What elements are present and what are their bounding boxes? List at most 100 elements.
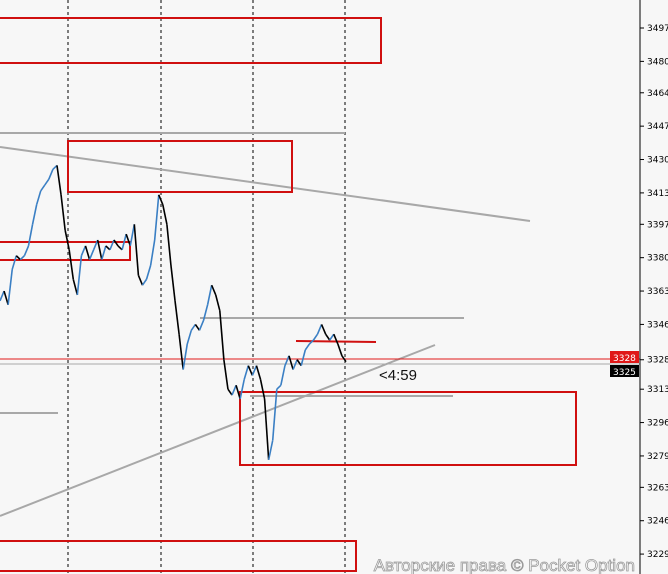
demand-zone[interactable] bbox=[0, 540, 357, 572]
y-tick-label: 3246 bbox=[647, 517, 668, 527]
price-segment bbox=[170, 265, 176, 301]
price-segment bbox=[7, 269, 14, 305]
time-separators bbox=[67, 0, 346, 574]
y-tick-label: 3229 bbox=[647, 550, 668, 560]
y-tick-label: 3380 bbox=[647, 254, 668, 264]
price-segment bbox=[113, 239, 119, 247]
price-segment bbox=[96, 239, 103, 260]
y-tick-label: 3413 bbox=[647, 189, 668, 199]
price-segment bbox=[35, 190, 42, 205]
current-price-label: 3328 bbox=[613, 354, 636, 364]
price-segment bbox=[190, 323, 197, 331]
price-segment bbox=[259, 379, 266, 400]
price-segment bbox=[117, 245, 123, 251]
price-segment bbox=[27, 224, 34, 247]
price-segment bbox=[178, 334, 184, 370]
price-segment bbox=[280, 365, 286, 386]
price-segment bbox=[300, 349, 307, 366]
y-tick-label: 3346 bbox=[647, 320, 668, 330]
y-tick-label: 3397 bbox=[647, 220, 668, 230]
price-segment bbox=[231, 384, 237, 396]
y-tick-label: 3480 bbox=[647, 57, 668, 67]
demand-zone[interactable] bbox=[239, 391, 577, 466]
zone[interactable] bbox=[0, 241, 131, 261]
price-segment bbox=[60, 194, 66, 231]
price-segment bbox=[125, 233, 132, 247]
price-segment bbox=[267, 440, 274, 461]
resistance-trendline[interactable] bbox=[0, 146, 531, 222]
price-segment bbox=[109, 239, 115, 251]
price-segment bbox=[23, 245, 30, 257]
price-segment bbox=[0, 290, 5, 302]
price-segment bbox=[214, 294, 221, 311]
y-tick-label: 3447 bbox=[647, 122, 668, 132]
price-segment bbox=[284, 355, 290, 366]
price-segment bbox=[276, 384, 282, 390]
bid-price-label: 3325 bbox=[613, 368, 636, 378]
price-segment bbox=[72, 279, 79, 296]
price-segment bbox=[133, 224, 140, 276]
price-segment bbox=[239, 379, 246, 400]
candle-timer: <4:59 bbox=[379, 367, 417, 384]
price-segment bbox=[137, 275, 144, 286]
price-segment bbox=[324, 333, 331, 341]
price-segment bbox=[235, 385, 241, 400]
price-series bbox=[0, 164, 347, 461]
y-tick-label: 3296 bbox=[647, 419, 668, 429]
price-segment bbox=[68, 249, 75, 280]
price-segment bbox=[19, 255, 25, 261]
price-segment bbox=[153, 194, 160, 241]
y-tick-label: 3263 bbox=[647, 483, 668, 493]
price-segment bbox=[92, 239, 99, 251]
price-segment bbox=[11, 255, 18, 270]
price-segment bbox=[312, 333, 319, 341]
price-segment bbox=[44, 178, 50, 186]
y-tick-label: 3313 bbox=[647, 385, 668, 395]
price-segment bbox=[316, 324, 323, 335]
price-segment bbox=[174, 300, 180, 335]
price-segment bbox=[219, 310, 225, 360]
price-segment bbox=[158, 194, 164, 205]
price-segment bbox=[288, 355, 294, 370]
y-axis-ticks: 3497 3480 3464 3447 3430 3413 3397 3380 3363 3346… bbox=[640, 24, 668, 560]
price-segment bbox=[247, 365, 254, 376]
price-segment bbox=[292, 359, 298, 370]
price-segment bbox=[341, 355, 347, 363]
price-segment bbox=[320, 324, 327, 335]
price-segment bbox=[100, 245, 107, 260]
price-segment bbox=[149, 239, 156, 266]
price-segment bbox=[308, 339, 314, 345]
support-trendline[interactable] bbox=[0, 344, 436, 517]
y-tick-label: 3363 bbox=[647, 287, 668, 297]
zones[interactable] bbox=[0, 17, 577, 572]
bid-price-tag bbox=[610, 365, 639, 377]
price-segment bbox=[88, 249, 95, 260]
supply-zone[interactable] bbox=[0, 17, 382, 64]
price-segment bbox=[223, 359, 229, 390]
price-segment bbox=[182, 343, 189, 370]
price-segment bbox=[296, 359, 302, 367]
watermark: Авторские права © Pocket Option bbox=[374, 556, 635, 574]
y-tick-label: 3279 bbox=[647, 452, 668, 462]
price-segment bbox=[84, 245, 91, 260]
price-segment bbox=[80, 245, 87, 257]
price-segment bbox=[263, 398, 270, 460]
price-segment bbox=[186, 330, 193, 345]
price-segment bbox=[202, 304, 209, 321]
y-tick-label: 3430 bbox=[647, 156, 668, 166]
price-segment bbox=[76, 255, 83, 296]
price-segment bbox=[255, 365, 262, 380]
price-segment bbox=[31, 204, 38, 225]
price-segment bbox=[198, 320, 205, 331]
price-segment bbox=[121, 233, 127, 251]
price-segment bbox=[145, 265, 152, 280]
current-price-tag bbox=[610, 351, 639, 363]
price-segment bbox=[243, 365, 250, 380]
price-segment bbox=[162, 204, 168, 225]
supply-zone[interactable] bbox=[67, 140, 293, 193]
price-segment bbox=[40, 184, 46, 192]
gray-levels[interactable] bbox=[0, 132, 640, 517]
y-tick-label: 3464 bbox=[647, 89, 668, 99]
